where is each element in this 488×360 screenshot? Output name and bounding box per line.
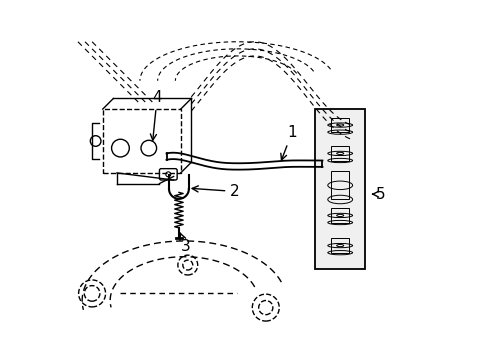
Text: 2: 2 (192, 184, 240, 199)
Bar (331, 146, 348, 161)
Ellipse shape (336, 124, 343, 126)
Bar (102, 109, 181, 173)
Bar (331, 171, 348, 199)
Ellipse shape (336, 244, 343, 247)
Bar (315, 109, 364, 269)
Text: 5: 5 (375, 187, 385, 202)
Bar (331, 208, 348, 222)
Text: 1: 1 (280, 126, 296, 160)
Text: 4: 4 (150, 90, 162, 140)
Bar (331, 118, 348, 132)
Text: 3: 3 (180, 233, 190, 254)
Bar (331, 238, 348, 253)
Ellipse shape (336, 152, 343, 154)
Ellipse shape (336, 215, 343, 216)
